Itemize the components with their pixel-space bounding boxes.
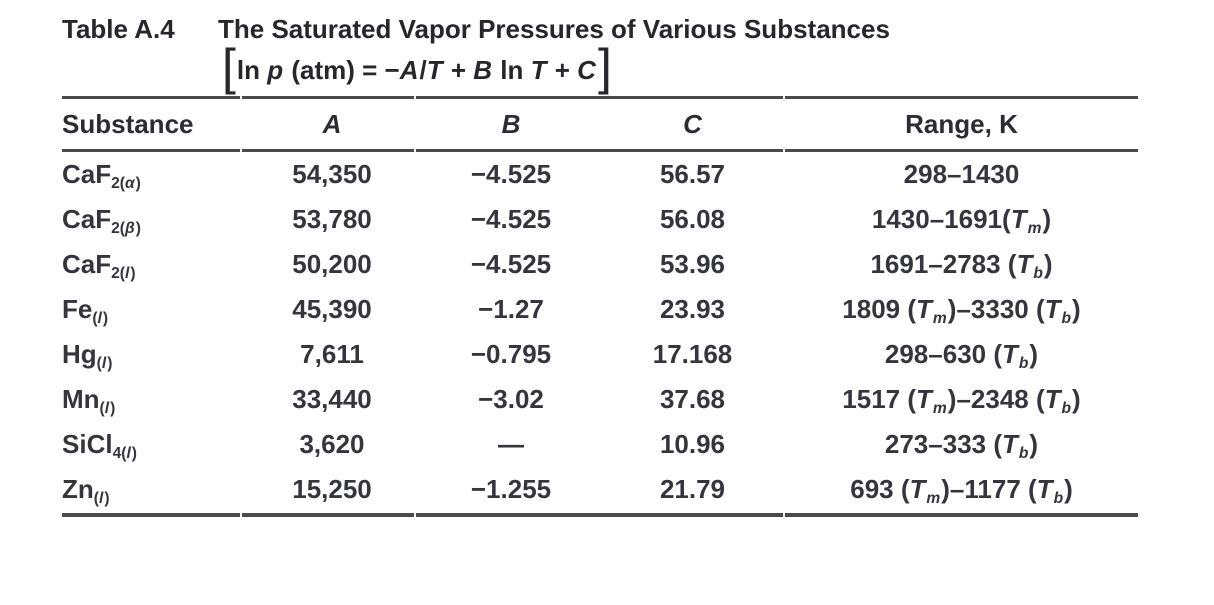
formula-close-bracket: ]: [597, 39, 612, 95]
cell-range: 1430–1691(Tm): [871, 204, 1052, 238]
cell-b: −4.525: [470, 204, 552, 234]
cell-a: 7,611: [300, 339, 364, 369]
header-b: B: [501, 108, 521, 139]
cell-b: −3.02: [478, 384, 544, 414]
cell-b: −0.795: [470, 339, 552, 369]
cell-a: 53,780: [292, 204, 372, 234]
cell-substance: Hg(l): [62, 339, 113, 373]
table-bottom-rule: [62, 513, 1138, 517]
cell-a: 45,390: [292, 294, 372, 324]
cell-c: 23.93: [659, 294, 726, 324]
cell-c: 21.79: [659, 474, 726, 504]
cell-substance: CaF2(l): [62, 249, 136, 283]
cell-c: 17.168: [652, 339, 733, 369]
cell-substance: Zn(l): [62, 474, 110, 508]
cell-c: 37.68: [659, 384, 726, 414]
table-caption: Table A.4 The Saturated Vapor Pressures …: [62, 14, 890, 45]
cell-substance: Fe(l): [62, 294, 109, 328]
table-row: CaF2(β) 53,780 −4.525 56.08 1430–1691(Tm…: [62, 197, 1138, 242]
cell-b: −4.525: [470, 159, 552, 189]
cell-range: 693 (Tm)–1177 (Tb): [850, 474, 1073, 508]
cell-substance: CaF2(β): [62, 204, 141, 238]
formula-text: ln p (atm) = −A/T + B ln T + C: [236, 54, 596, 85]
cell-a: 54,350: [292, 159, 372, 189]
table-label: Table A.4: [62, 14, 175, 44]
cell-b: −1.255: [470, 474, 552, 504]
cell-b: —: [498, 429, 524, 459]
table-row: CaF2(α) 54,350 −4.525 56.57 298–1430: [62, 152, 1138, 197]
cell-c: 56.57: [659, 159, 726, 189]
cell-substance: SiCl4(l): [62, 429, 137, 463]
cell-substance: CaF2(α): [62, 159, 141, 193]
cell-range: 1809 (Tm)–3330 (Tb): [842, 294, 1081, 328]
cell-range: 298–630 (Tb): [884, 339, 1039, 373]
table-body: CaF2(α) 54,350 −4.525 56.57 298–1430 CaF…: [62, 152, 1138, 512]
header-rule: [62, 149, 1138, 152]
table-row: Fe(l) 45,390 −1.27 23.93 1809 (Tm)–3330 …: [62, 287, 1138, 332]
cell-range: 1517 (Tm)–2348 (Tb): [842, 384, 1081, 418]
formula-open-bracket: [: [222, 39, 236, 95]
cell-a: 50,200: [292, 249, 372, 279]
cell-c: 56.08: [659, 204, 726, 234]
cell-range: 1691–2783 (Tb): [870, 249, 1053, 283]
table-header-row: Substance A B C Range, K: [62, 99, 1138, 149]
cell-range: 273–333 (Tb): [884, 429, 1039, 463]
header-range: Range, K: [905, 108, 1018, 139]
table-row: Hg(l) 7,611 −0.795 17.168 298–630 (Tb): [62, 332, 1138, 377]
cell-a: 3,620: [299, 429, 365, 459]
cell-a: 15,250: [292, 474, 372, 504]
cell-c: 10.96: [659, 429, 726, 459]
cell-range: 298–1430: [903, 159, 1020, 189]
table-row: CaF2(l) 50,200 −4.525 53.96 1691–2783 (T…: [62, 242, 1138, 287]
cell-c: 53.96: [659, 249, 726, 279]
header-substance: Substance: [62, 108, 194, 139]
cell-substance: Mn(l): [62, 384, 116, 418]
table-row: Zn(l) 15,250 −1.255 21.79 693 (Tm)–1177 …: [62, 467, 1138, 512]
cell-b: −4.525: [470, 249, 552, 279]
cell-a: 33,440: [292, 384, 372, 414]
table-top-rule: [62, 96, 1138, 99]
table-row: Mn(l) 33,440 −3.02 37.68 1517 (Tm)–2348 …: [62, 377, 1138, 422]
cell-b: −1.27: [478, 294, 544, 324]
table-row: SiCl4(l) 3,620 — 10.96 273–333 (Tb): [62, 422, 1138, 467]
header-a: A: [322, 108, 342, 139]
table-formula: [ ln p (atm) = −A/T + B ln T + C ]: [221, 42, 613, 98]
page-title: The Saturated Vapor Pressures of Various…: [218, 14, 890, 44]
header-c: C: [683, 108, 702, 139]
